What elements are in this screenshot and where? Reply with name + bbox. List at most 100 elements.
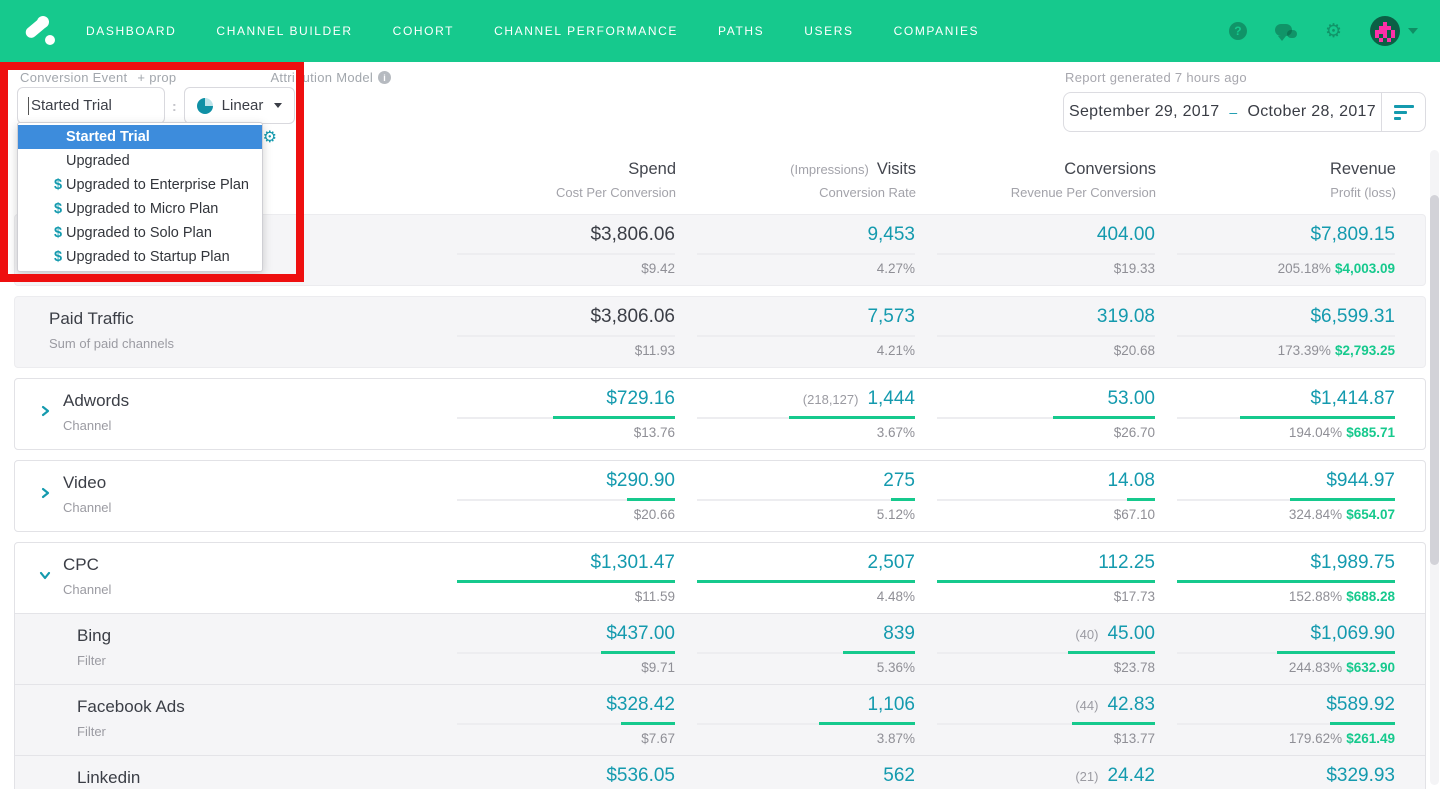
channel-settings-gear-icon[interactable]: ⚙ (262, 127, 278, 146)
chat-icon[interactable] (1274, 23, 1297, 41)
dropdown-item[interactable]: $ Upgraded to Solo Plan (18, 221, 262, 245)
row-subtitle: Channel (63, 418, 112, 433)
nav-item-channel-performance[interactable]: CHANNEL PERFORMANCE (494, 24, 679, 38)
conversions-cell[interactable]: 319.08 $20.68 (915, 306, 1155, 358)
filter-labels: Conversion Event + prop Attribution Mode… (20, 70, 392, 85)
table-row[interactable]: $3,806.06 $9.42 9,453 4.27% 404.00 $19.3… (15, 215, 1425, 285)
spend-bar (457, 722, 675, 725)
visits-cell[interactable]: (218,127) 1,444 3.67% (675, 388, 915, 440)
scrollbar-thumb[interactable] (1430, 195, 1439, 565)
visits-cell[interactable]: 1,106 3.87% (675, 694, 915, 746)
revenue-cell[interactable]: $1,069.90 244.83% $632.90 (1155, 623, 1395, 675)
revenue-cell[interactable]: $1,414.87 194.04% $685.71 (1155, 388, 1395, 440)
revenue-bar (1177, 651, 1395, 654)
separator-colon: : (172, 97, 177, 114)
expand-chevron-icon[interactable] (39, 486, 51, 504)
settings-gear-icon[interactable]: ⚙ (1324, 19, 1342, 42)
visits-cell[interactable]: 562 4.34% (883, 765, 915, 786)
nav-item-cohort[interactable]: COHORT (392, 24, 455, 38)
spend-bar (457, 498, 675, 501)
visits-cell[interactable]: 9,453 4.27% (675, 224, 915, 276)
conversions-cell[interactable]: 14.08 $67.10 (915, 470, 1155, 522)
column-header-visits[interactable]: (Impressions) Visits Conversion Rate (790, 160, 916, 200)
table-card: Video Channel $290.90 $20.66 275 5.12% 1… (14, 460, 1426, 532)
conversions-cell[interactable]: (44) 42.83 $13.77 (915, 694, 1155, 746)
column-header-conversions[interactable]: Conversions Revenue Per Conversion (1010, 160, 1156, 200)
profit-value: $4,003.09 (1334, 261, 1395, 276)
conversion-event-input[interactable]: Started Trial (17, 87, 165, 124)
attribution-model-select[interactable]: Linear (183, 87, 296, 124)
table-row[interactable]: Linkedin Filter $536.05 $21.95 562 4.34%… (15, 755, 1425, 789)
spend-cell[interactable]: $290.90 $20.66 (435, 470, 675, 522)
spend-cell[interactable]: $729.16 $13.76 (435, 388, 675, 440)
expand-chevron-icon[interactable] (39, 404, 51, 422)
avatar[interactable] (1370, 16, 1400, 46)
conversions-cell[interactable]: 112.25 $17.73 (915, 552, 1155, 604)
table-card: CPC Channel $1,301.47 $11.59 2,507 4.48%… (14, 542, 1426, 789)
collapse-chevron-icon[interactable] (39, 568, 51, 586)
dollar-icon: $ (54, 177, 63, 193)
dropdown-item[interactable]: Started Trial (18, 125, 262, 149)
nav-menu: DASHBOARD CHANNEL BUILDER COHORT CHANNEL… (86, 24, 979, 38)
help-icon[interactable]: ? (1228, 22, 1247, 40)
table-row[interactable]: CPC Channel $1,301.47 $11.59 2,507 4.48%… (15, 543, 1425, 613)
nav-item-paths[interactable]: PATHS (718, 24, 765, 38)
account-menu[interactable] (1370, 16, 1418, 46)
conversions-cell[interactable]: (21)24.42 $13.51 (1075, 765, 1155, 786)
revenue-cell[interactable]: $1,989.75 152.88% $688.28 (1155, 552, 1395, 604)
table-row[interactable]: Bing Filter $437.00 $9.71 839 5.36% (40)… (15, 613, 1425, 684)
conversions-bar (937, 416, 1155, 419)
add-prop-link[interactable]: + prop (137, 70, 177, 85)
row-title: Linkedin (77, 768, 141, 787)
nav-item-companies[interactable]: COMPANIES (893, 24, 980, 38)
conversions-bar (937, 722, 1155, 725)
table-row[interactable]: Video Channel $290.90 $20.66 275 5.12% 1… (15, 461, 1425, 531)
revenue-cell[interactable]: $329.93 61.55%-$206.12 (1326, 765, 1395, 786)
date-filter-button[interactable] (1381, 93, 1425, 131)
column-header-revenue[interactable]: Revenue Profit (loss) (1329, 160, 1396, 200)
conversions-cell[interactable]: 404.00 $19.33 (915, 224, 1155, 276)
nav-item-dashboard[interactable]: DASHBOARD (86, 24, 177, 38)
spend-cell[interactable]: $1,301.47 $11.59 (435, 552, 675, 604)
nav-item-users[interactable]: USERS (804, 24, 854, 38)
revenue-bar (1177, 253, 1395, 255)
spend-cell[interactable]: $437.00 $9.71 (435, 623, 675, 675)
table-row[interactable]: Paid Traffic Sum of paid channels $3,806… (15, 297, 1425, 367)
dollar-icon: $ (54, 201, 63, 217)
revenue-cell[interactable]: $7,809.15 205.18% $4,003.09 (1155, 224, 1395, 276)
table-row[interactable]: Adwords Channel $729.16 $13.76 (218,127)… (15, 379, 1425, 449)
vertical-scrollbar[interactable] (1430, 150, 1439, 785)
dropdown-item[interactable]: $ Upgraded to Enterprise Plan (18, 173, 262, 197)
profit-value: $685.71 (1346, 425, 1395, 440)
spend-cell[interactable]: $536.05 $21.95 (606, 765, 675, 786)
table-card: Adwords Channel $729.16 $13.76 (218,127)… (14, 378, 1426, 450)
revenue-cell[interactable]: $589.92 179.62% $261.49 (1155, 694, 1395, 746)
spend-cell[interactable]: $3,806.06 $9.42 (435, 224, 675, 276)
attribution-logo-icon[interactable] (22, 13, 58, 49)
conversions-cell[interactable]: (40) 45.00 $23.78 (915, 623, 1155, 675)
visits-cell[interactable]: 2,507 4.48% (675, 552, 915, 604)
info-icon[interactable]: i (378, 71, 392, 84)
conversions-cell[interactable]: 53.00 $26.70 (915, 388, 1155, 440)
table-row[interactable]: Facebook Ads Filter $328.42 $7.67 1,106 … (15, 684, 1425, 755)
dropdown-item[interactable]: $ Upgraded to Micro Plan (18, 197, 262, 221)
conversions-bar (937, 580, 1155, 583)
text-cursor (28, 96, 29, 115)
visits-cell[interactable]: 275 5.12% (675, 470, 915, 522)
column-header-spend[interactable]: Spend Cost Per Conversion (556, 160, 676, 200)
visits-cell[interactable]: 7,573 4.21% (675, 306, 915, 358)
visits-cell[interactable]: 839 5.36% (675, 623, 915, 675)
visits-bar (697, 722, 915, 725)
revenue-bar (1177, 580, 1395, 583)
dropdown-item[interactable]: $ Upgraded to Startup Plan (18, 245, 262, 269)
spend-cell[interactable]: $3,806.06 $11.93 (435, 306, 675, 358)
revenue-cell[interactable]: $944.97 324.84% $654.07 (1155, 470, 1395, 522)
nav-item-channel-builder[interactable]: CHANNEL BUILDER (216, 24, 353, 38)
dropdown-item[interactable]: Upgraded (66, 153, 130, 169)
row-title: CPC (63, 555, 99, 574)
profit-value: $688.28 (1346, 589, 1395, 604)
spend-cell[interactable]: $328.42 $7.67 (435, 694, 675, 746)
revenue-cell[interactable]: $6,599.31 173.39% $2,793.25 (1155, 306, 1395, 358)
date-range-picker[interactable]: September 29, 2017 – October 28, 2017 (1063, 92, 1426, 132)
